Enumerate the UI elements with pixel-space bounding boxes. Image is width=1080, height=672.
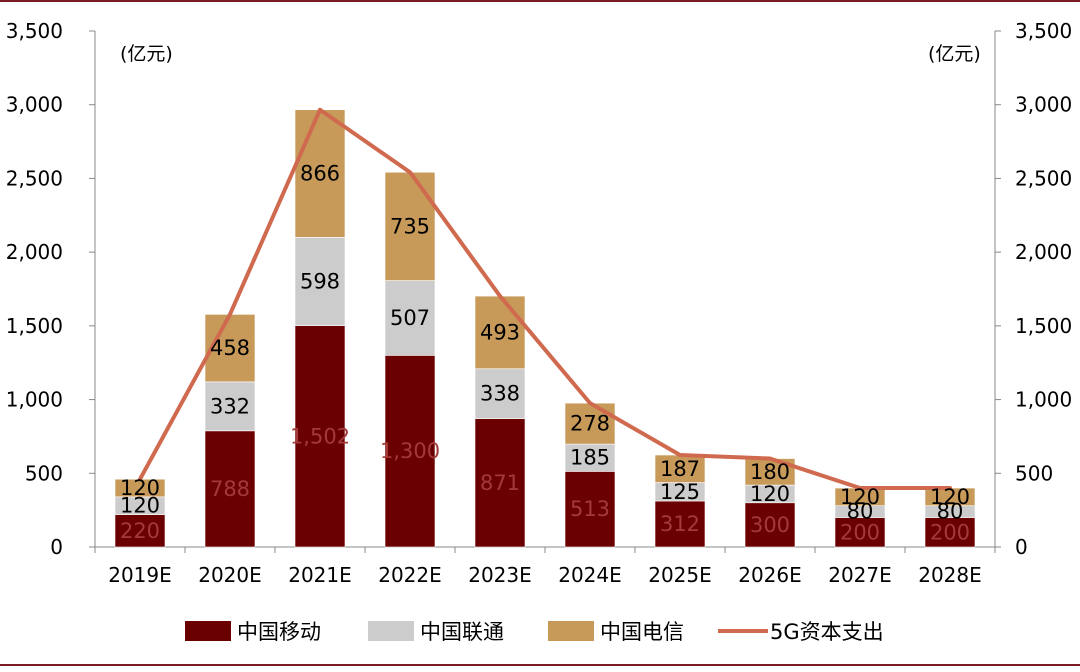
bar-segment-中国移动 [744,502,796,548]
data-label: 598 [300,269,340,293]
y-tick-label-left: 3,500 [6,19,63,43]
x-tick-label: 2027E [828,563,892,587]
x-tick-label: 2023E [468,563,532,587]
x-tick-label: 2028E [918,563,982,587]
bar-segment-中国移动 [294,325,346,548]
bar-segment-中国电信 [384,171,436,281]
legend-label: 中国移动 [237,620,321,644]
legend: 中国移动 中国联通 中国电信 5G资本支出 [185,620,884,644]
data-label: 507 [390,306,430,330]
y-unit-left: (亿元) [120,43,173,65]
bar-segment-中国电信 [654,454,706,483]
y-tick-label-right: 500 [1015,461,1053,485]
data-label: 338 [480,382,520,406]
data-label: 80 [847,500,874,524]
y-unit-right: (亿元) [928,43,981,65]
data-label: 513 [570,497,610,521]
data-label: 1,300 [380,439,440,463]
y-tick-label-right: 3,500 [1015,19,1072,43]
y-tick-label-right: 0 [1015,535,1028,559]
data-label: 312 [660,512,700,536]
bar-segment-中国电信 [474,295,526,370]
x-tick-label: 2022E [378,563,442,587]
data-label: 80 [937,500,964,524]
data-label: 120 [750,482,790,506]
x-tick-label: 2019E [108,563,172,587]
x-tick-label: 2025E [648,563,712,587]
y-tick-label-left: 500 [25,461,63,485]
data-label: 493 [480,320,520,344]
bar-segment-中国电信 [294,109,346,238]
data-label: 332 [210,394,250,418]
y-tick-label-right: 1,000 [1015,388,1072,412]
y-tick-label-left: 2,000 [6,240,63,264]
x-tick-label: 2026E [738,563,802,587]
bar-segment-中国移动 [384,355,436,548]
y-tick-label-right: 3,000 [1015,93,1072,117]
data-label: 187 [660,457,700,481]
line-group [138,107,952,491]
bar-segment-中国联通 [474,368,526,419]
bar-segment-中国联通 [384,280,436,356]
x-tick-label: 2024E [558,563,622,587]
legend-label: 5G资本支出 [770,620,884,644]
y-tick-label-right: 1,500 [1015,314,1072,338]
data-label: 120 [840,485,880,509]
data-label: 120 [120,476,160,500]
y-tick-label-right: 2,000 [1015,240,1072,264]
data-label: 871 [480,471,520,495]
data-label: 278 [570,412,610,436]
bar-segment-中国移动 [834,517,886,548]
y-tick-label-left: 0 [50,535,63,559]
y-tick-label-left: 2,500 [6,166,63,190]
bottom-rule [0,664,1080,666]
bar-segment-中国联通 [204,381,256,432]
legend-swatch [185,621,231,641]
legend-swatch [368,621,414,641]
y-tick-label-left: 1,500 [6,314,63,338]
bar-segment-中国移动 [204,430,256,548]
top-rule [0,0,1080,2]
axes-group: 0 0 500 500 1,000 1,000 1,500 1,500 2,000 2,000 2,… [6,19,1073,587]
data-label: 735 [390,214,430,238]
y-tick-label-right: 2,500 [1015,166,1072,190]
data-label: 866 [300,162,340,186]
data-label: 200 [840,520,880,544]
data-label: 220 [120,519,160,543]
data-label: 180 [750,460,790,484]
legend-label: 中国联通 [420,620,504,644]
data-label: 300 [750,513,790,537]
line-series-5g-capex [138,107,952,491]
y-tick-label-left: 3,000 [6,93,63,117]
legend-label: 中国电信 [600,620,684,644]
x-tick-label: 2021E [288,563,352,587]
data-label: 185 [570,446,610,470]
bar-segment-中国联通 [294,237,346,326]
bar-segment-中国电信 [564,402,616,445]
data-label: 125 [660,480,700,504]
bars-group [114,109,976,548]
bar-segment-中国联通 [564,443,616,472]
data-label: 1,502 [290,424,350,448]
legend-swatch [548,621,594,641]
x-tick-label: 2020E [198,563,262,587]
bar-segment-中国移动 [114,514,166,548]
data-label: 120 [930,485,970,509]
y-tick-label-left: 1,000 [6,388,63,412]
data-label: 120 [120,494,160,518]
data-label: 788 [210,477,250,501]
data-label: 200 [930,520,970,544]
bar-segment-中国移动 [564,471,616,548]
data-label: 458 [210,336,250,360]
